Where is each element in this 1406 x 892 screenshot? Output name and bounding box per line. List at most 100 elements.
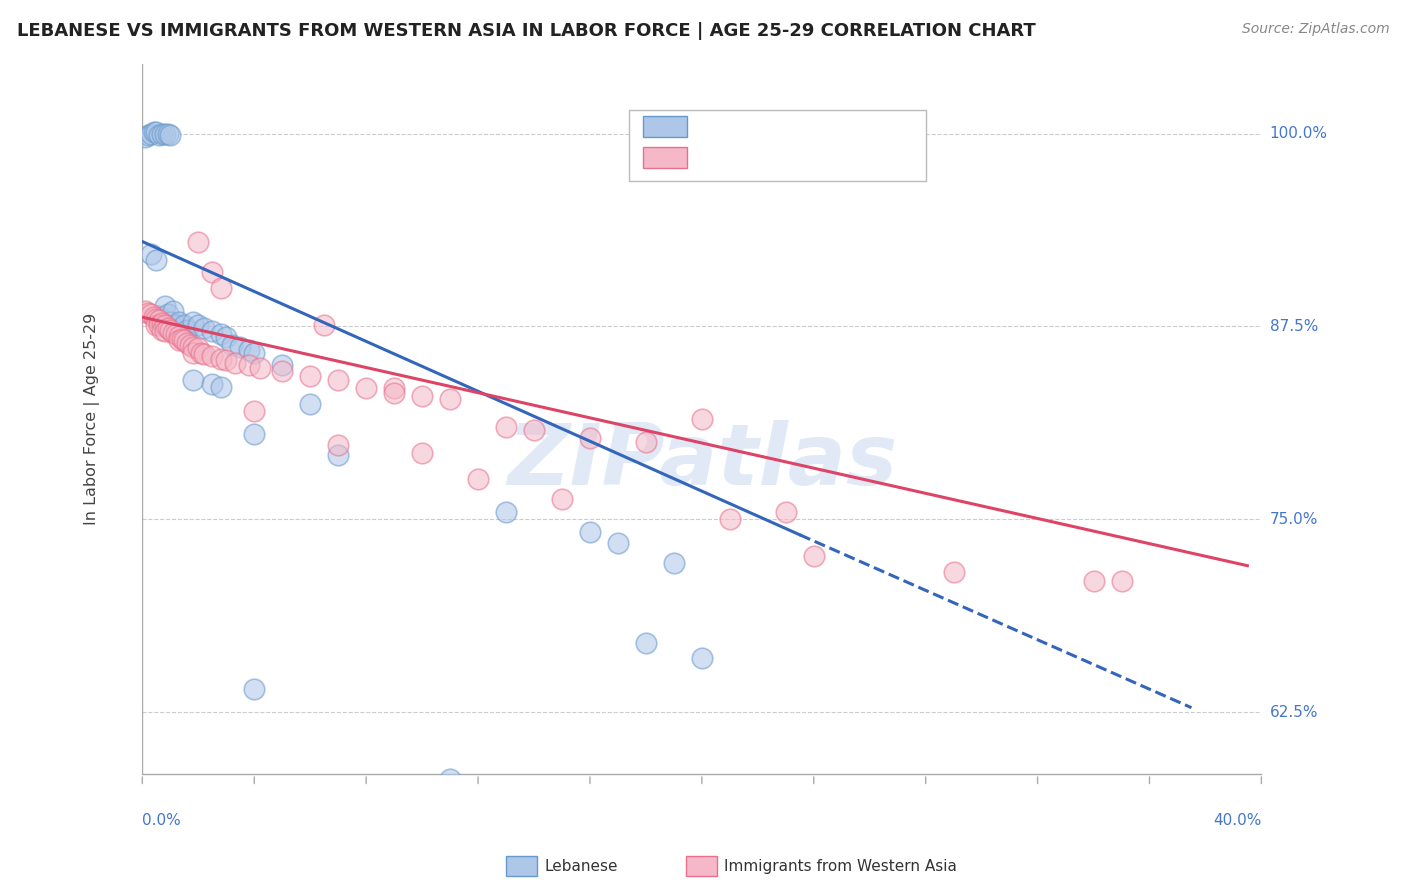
- Point: [238, 343, 260, 357]
- Point: [221, 338, 243, 352]
- Point: [439, 392, 461, 406]
- Point: [148, 313, 170, 327]
- Point: [136, 305, 159, 319]
- Point: [579, 524, 602, 539]
- Point: [467, 472, 489, 486]
- Point: [162, 326, 184, 340]
- Text: -0.444: -0.444: [749, 150, 811, 168]
- Point: [439, 772, 461, 786]
- Text: 0.0%: 0.0%: [142, 813, 181, 828]
- Text: 40.0%: 40.0%: [1213, 813, 1261, 828]
- Point: [173, 334, 195, 348]
- Point: [139, 127, 162, 141]
- Point: [942, 565, 965, 579]
- Point: [634, 636, 657, 650]
- Point: [136, 128, 159, 142]
- Point: [150, 317, 173, 331]
- Point: [187, 318, 209, 332]
- Text: Immigrants from Western Asia: Immigrants from Western Asia: [724, 859, 957, 873]
- Point: [243, 427, 266, 442]
- Point: [224, 357, 246, 371]
- Point: [209, 281, 232, 295]
- Point: [209, 327, 232, 342]
- Point: [153, 127, 176, 141]
- Point: [243, 345, 266, 359]
- Point: [606, 535, 628, 549]
- Point: [354, 381, 377, 395]
- FancyBboxPatch shape: [643, 147, 688, 169]
- Point: [201, 265, 224, 279]
- Point: [579, 431, 602, 445]
- Point: [167, 334, 190, 348]
- Point: [411, 389, 433, 403]
- Point: [176, 336, 198, 351]
- Point: [156, 321, 179, 335]
- Text: -0.504: -0.504: [749, 117, 811, 135]
- Point: [328, 438, 350, 452]
- Point: [142, 125, 165, 139]
- Point: [159, 322, 181, 336]
- Point: [775, 505, 797, 519]
- Point: [803, 549, 825, 564]
- Point: [411, 446, 433, 460]
- Text: 32: 32: [879, 117, 903, 135]
- Point: [139, 247, 162, 261]
- Point: [193, 347, 215, 361]
- Point: [153, 318, 176, 332]
- Text: In Labor Force | Age 25-29: In Labor Force | Age 25-29: [84, 313, 100, 525]
- Point: [187, 341, 209, 355]
- Point: [1083, 574, 1105, 588]
- Point: [181, 345, 204, 359]
- Text: R =: R =: [702, 117, 740, 135]
- Point: [215, 353, 238, 368]
- Point: [299, 396, 322, 410]
- Point: [718, 512, 741, 526]
- Point: [523, 423, 546, 437]
- Text: Lebanese: Lebanese: [544, 859, 617, 873]
- Point: [173, 318, 195, 332]
- Point: [159, 128, 181, 142]
- Point: [139, 307, 162, 321]
- Point: [190, 345, 212, 359]
- Point: [201, 376, 224, 391]
- Point: [153, 324, 176, 338]
- Point: [150, 317, 173, 331]
- Point: [181, 339, 204, 353]
- Point: [187, 235, 209, 249]
- Point: [382, 381, 405, 395]
- Point: [634, 435, 657, 450]
- Point: [145, 253, 167, 268]
- FancyBboxPatch shape: [628, 111, 925, 181]
- Point: [148, 318, 170, 332]
- Text: 75.0%: 75.0%: [1270, 512, 1317, 527]
- Point: [1111, 574, 1133, 588]
- Point: [162, 304, 184, 318]
- Point: [156, 307, 179, 321]
- Point: [209, 379, 232, 393]
- Text: 55: 55: [879, 150, 903, 168]
- Point: [150, 322, 173, 336]
- Point: [153, 299, 176, 313]
- Point: [249, 361, 271, 376]
- Text: R =: R =: [702, 150, 740, 168]
- Point: [271, 358, 294, 372]
- Point: [495, 505, 517, 519]
- Point: [176, 322, 198, 336]
- Point: [159, 315, 181, 329]
- Text: 87.5%: 87.5%: [1270, 319, 1317, 334]
- Text: 62.5%: 62.5%: [1270, 705, 1319, 720]
- Point: [193, 321, 215, 335]
- Point: [134, 304, 156, 318]
- Point: [690, 412, 713, 426]
- Text: 100.0%: 100.0%: [1270, 126, 1327, 141]
- Point: [299, 368, 322, 383]
- Point: [165, 327, 187, 342]
- Text: N =: N =: [831, 117, 869, 135]
- Text: N =: N =: [831, 150, 869, 168]
- Point: [142, 310, 165, 325]
- Point: [156, 127, 179, 141]
- Point: [209, 351, 232, 366]
- Point: [243, 682, 266, 697]
- Text: LEBANESE VS IMMIGRANTS FROM WESTERN ASIA IN LABOR FORCE | AGE 25-29 CORRELATION : LEBANESE VS IMMIGRANTS FROM WESTERN ASIA…: [17, 22, 1036, 40]
- Point: [238, 358, 260, 372]
